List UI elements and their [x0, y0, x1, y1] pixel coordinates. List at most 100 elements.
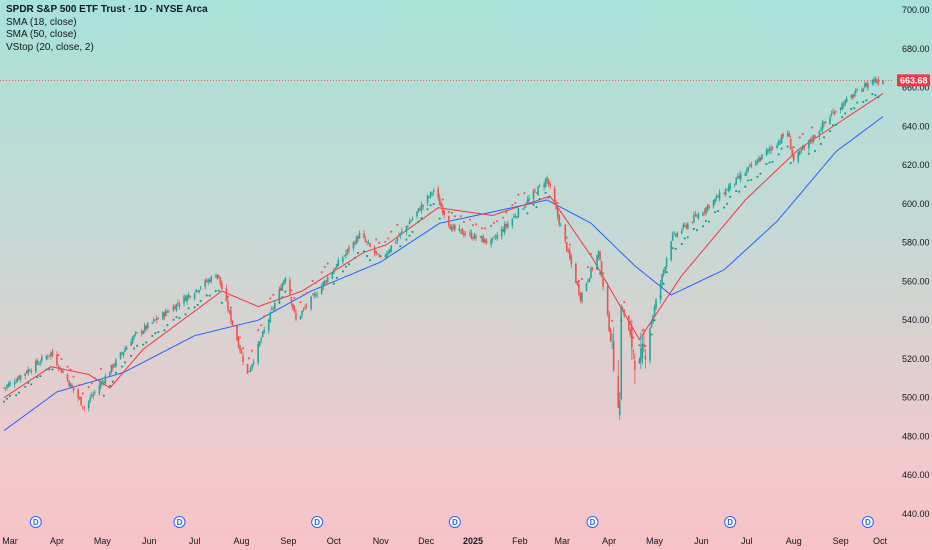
candle-body: [342, 257, 344, 262]
candle-body: [739, 174, 742, 180]
candle-body: [851, 94, 854, 99]
candle-body: [765, 150, 768, 156]
time-axis[interactable]: Mar Apr May Jun Jul Aug Sep Oct Nov Dec 2025 Feb Mar…: [2, 536, 887, 546]
candle-body: [408, 222, 411, 225]
candle-body: [304, 307, 306, 309]
vstop-dot: [236, 325, 238, 328]
vstop-dot: [438, 217, 441, 220]
price-axis[interactable]: 440.00 460.00 480.00 500.00 520.00 540.00 560.…: [902, 5, 930, 519]
dividend-marker[interactable]: D: [29, 516, 42, 528]
candle-body: [142, 331, 144, 334]
price-tick-label: 700.00: [902, 5, 930, 15]
vstop-dot: [484, 227, 486, 230]
vstop-dot: [130, 354, 132, 357]
candle-body: [249, 368, 252, 372]
candle-body: [410, 220, 412, 222]
candle-body: [623, 309, 626, 316]
vstop-dot: [726, 202, 729, 205]
candle-body: [585, 283, 588, 291]
candle-body: [528, 198, 530, 201]
candle-body: [443, 211, 446, 216]
time-tick-label: Jun: [694, 536, 709, 546]
candle-body: [177, 302, 179, 304]
candle-body: [219, 276, 222, 285]
candle-body: [801, 147, 804, 149]
candle-body: [13, 382, 16, 385]
dividend-marker[interactable]: D: [724, 516, 737, 528]
vstop-dot: [453, 215, 456, 218]
candle-body: [473, 234, 476, 239]
vstop-dot: [69, 368, 72, 371]
candle-body: [729, 183, 731, 189]
candle-body: [865, 83, 868, 87]
dividend-marker[interactable]: D: [173, 516, 186, 528]
candle-body: [789, 138, 792, 150]
candle-body: [747, 166, 750, 170]
dividend-marker[interactable]: D: [861, 516, 874, 528]
price-tick-label: 480.00: [902, 431, 930, 441]
candle-body: [326, 277, 329, 283]
candle-body: [811, 139, 813, 142]
candle-body: [124, 348, 126, 352]
dividend-marker[interactable]: D: [586, 516, 599, 528]
vstop-dot: [145, 341, 148, 344]
candle-body: [606, 285, 609, 314]
candle-body: [597, 250, 600, 258]
vstop-dot: [553, 189, 556, 191]
vstop-dot: [396, 223, 399, 226]
vstop-dot: [674, 247, 677, 250]
vstop-dot: [844, 112, 847, 115]
vstop-dot: [771, 160, 774, 163]
candle-body: [337, 260, 340, 267]
candle-body: [302, 308, 305, 310]
vstop-dot: [39, 375, 42, 378]
candle-body: [746, 169, 748, 173]
vstop-dot: [714, 211, 716, 214]
legend-sma50[interactable]: SMA (50, close): [6, 29, 77, 40]
candle-body: [60, 368, 63, 373]
vstop-dot: [314, 282, 317, 284]
candle-body: [429, 191, 432, 197]
vstop-dot: [871, 93, 874, 95]
vstop-dot: [565, 236, 568, 239]
time-tick-label: Oct: [327, 536, 342, 546]
dividend-marker[interactable]: D: [448, 516, 461, 528]
candle-body: [16, 378, 19, 382]
svg-text:D: D: [727, 518, 733, 527]
vstop-dot: [121, 365, 123, 368]
vstop-dot: [18, 391, 21, 394]
candle-body: [723, 193, 725, 195]
candle-body: [516, 216, 518, 218]
candle-body: [348, 247, 350, 251]
vstop-dot: [417, 220, 420, 223]
candle-body: [34, 361, 37, 372]
candle-body: [537, 186, 539, 196]
vstop-dot: [99, 367, 102, 370]
candle-body: [850, 95, 853, 97]
vstop-dot: [369, 259, 372, 262]
vstop-dot: [87, 386, 90, 388]
candle-body: [292, 303, 294, 309]
vstop-dot: [538, 198, 541, 200]
candle-body: [718, 192, 721, 200]
candle-body: [237, 337, 240, 348]
candle-body: [821, 122, 824, 130]
candle-body: [628, 315, 630, 331]
vstop-dot: [874, 94, 877, 97]
candle-body: [643, 343, 645, 347]
candle-body: [727, 186, 730, 192]
dividend-marker[interactable]: D: [311, 516, 324, 528]
legend-vstop[interactable]: VStop (20, close, 2): [6, 41, 94, 53]
candle-body: [104, 375, 107, 384]
candle-body: [36, 359, 39, 364]
candle-body: [416, 211, 418, 217]
symbol-title[interactable]: SPDR S&P 500 ETF Trust · 1D · NYSE Arca: [6, 4, 208, 15]
candle-body: [792, 154, 795, 161]
legend-sma18[interactable]: SMA (18, close): [6, 16, 77, 28]
candle-body: [239, 345, 241, 352]
candle-body: [396, 238, 399, 241]
vstop-dot: [293, 296, 296, 299]
candle-body: [632, 350, 635, 352]
vstop-dot: [420, 217, 423, 220]
